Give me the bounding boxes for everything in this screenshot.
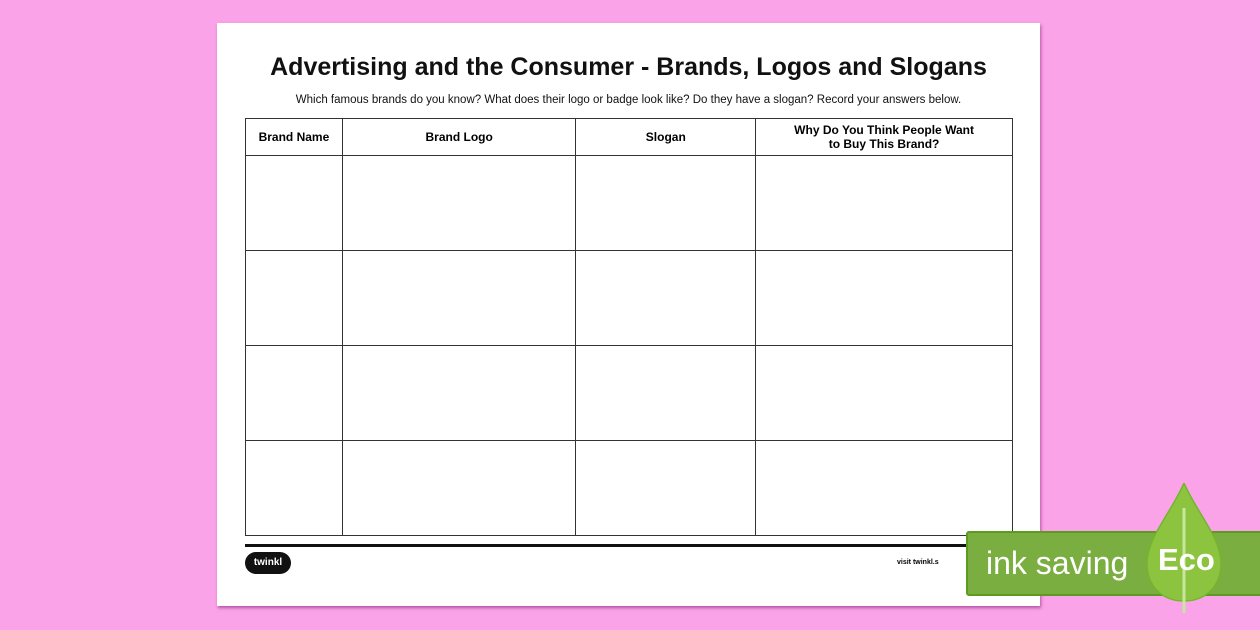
table-row: [245, 250, 1013, 346]
eco-text: Eco: [1158, 542, 1215, 577]
cell[interactable]: [341, 155, 577, 251]
footer-divider: [245, 544, 1013, 547]
cell[interactable]: [575, 155, 757, 251]
cell[interactable]: [245, 345, 343, 441]
instructions: Which famous brands do you know? What do…: [295, 94, 962, 106]
cell[interactable]: [245, 440, 343, 536]
col-brand-name: Brand Name: [245, 118, 343, 156]
cell[interactable]: [755, 440, 1013, 536]
visit-text: visit twinkl.s: [897, 559, 939, 566]
col-brand-logo: Brand Logo: [341, 118, 577, 156]
answer-table: Brand Name Brand Logo Slogan Why Do You …: [245, 118, 1013, 536]
table-row: [245, 440, 1013, 536]
col-slogan: Slogan: [575, 118, 757, 156]
cell[interactable]: [341, 345, 577, 441]
col-why-buy: Why Do You Think People Want to Buy This…: [755, 118, 1013, 156]
table-header-row: Brand Name Brand Logo Slogan Why Do You …: [245, 118, 1013, 156]
cell[interactable]: [575, 345, 757, 441]
table-row: [245, 345, 1013, 441]
cell[interactable]: [755, 345, 1013, 441]
cell[interactable]: [755, 250, 1013, 346]
cell[interactable]: [755, 155, 1013, 251]
ink-saving-text: ink saving: [986, 545, 1129, 581]
leaf-icon: [1147, 483, 1221, 613]
cell[interactable]: [575, 440, 757, 536]
twinkl-logo: twinkl: [245, 552, 291, 574]
page-title: Advertising and the Consumer - Brands, L…: [270, 53, 987, 81]
cell[interactable]: [245, 250, 343, 346]
cell[interactable]: [341, 250, 577, 346]
cell[interactable]: [575, 250, 757, 346]
worksheet-page: Advertising and the Consumer - Brands, L…: [217, 23, 1040, 606]
cell[interactable]: [245, 155, 343, 251]
cell[interactable]: [341, 440, 577, 536]
table-row: [245, 155, 1013, 251]
